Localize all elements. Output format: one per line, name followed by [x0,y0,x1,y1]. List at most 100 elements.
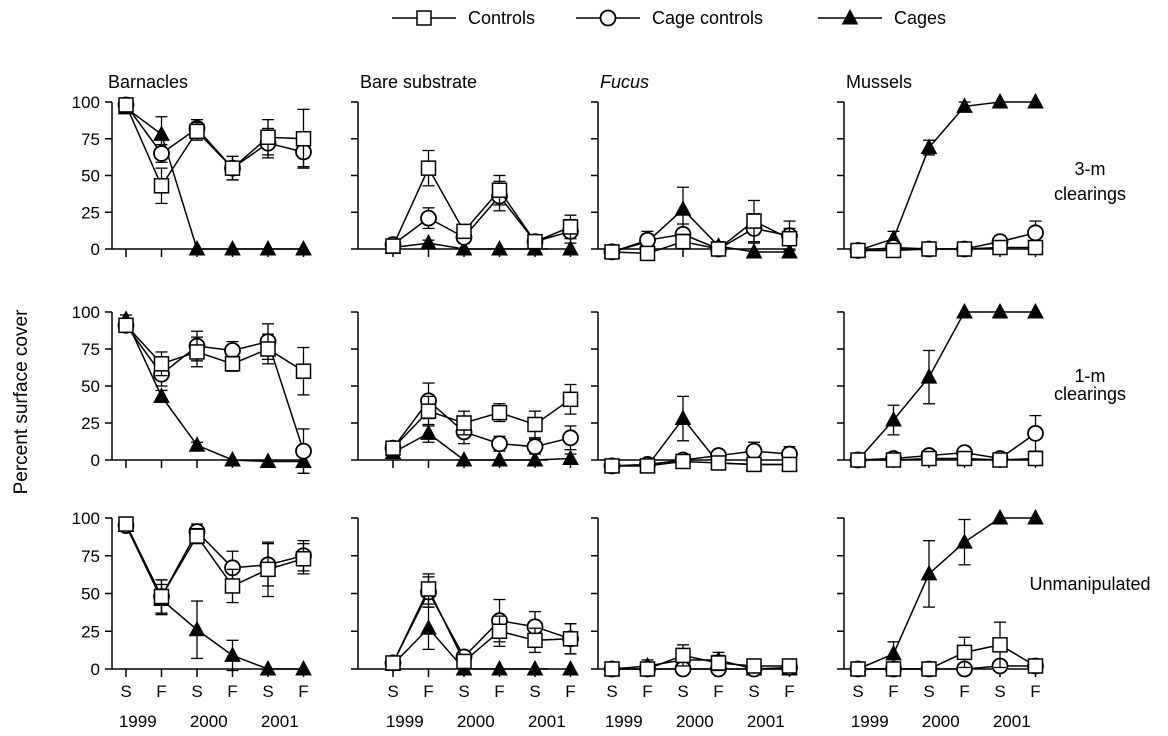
row-label-line: clearings [1054,184,1126,204]
data-point [1029,241,1043,255]
year-label: 1999 [605,712,643,731]
data-point [386,441,400,455]
data-point [190,437,205,451]
data-point [1028,426,1043,441]
data-point [492,661,507,675]
x-tick-label: F [888,682,898,701]
series-controls [851,622,1043,676]
data-point [1028,94,1043,108]
x-tick-label: F [642,682,652,701]
data-point [297,364,311,378]
data-point [563,451,578,465]
year-label: 2001 [747,712,785,731]
year-label: 2000 [190,712,228,731]
panel-1-m-clearings-barnacles: 0 25 50 75 100 [72,303,311,473]
data-point [261,661,276,675]
x-tick-label: S [748,682,759,701]
series-line [858,433,1036,460]
data-point [155,357,169,371]
series-controls [119,517,311,613]
x-tick-label: S [191,682,202,701]
row-label-1: 1-mclearings [1054,366,1126,404]
x-tick-label: F [1030,682,1040,701]
data-point [492,241,507,255]
series-line [126,524,304,596]
data-point [493,183,507,197]
data-point [457,452,472,466]
data-point [421,211,436,226]
data-point [528,417,542,431]
data-point [958,645,972,659]
y-tick-label: 25 [81,622,100,641]
column-title-barnacles: Barnacles [108,72,188,92]
series-cage-controls [386,383,579,456]
legend-item-cage-controls: Cage controls [576,8,763,28]
year-label: 2001 [993,712,1031,731]
panel-3-m-clearings-mussels [837,94,1043,258]
series-line [612,461,790,465]
series-line [393,168,571,246]
data-point [922,662,936,676]
column-title-fucus: Fucus [600,72,649,92]
data-point [676,648,690,662]
row-label-2: Unmanipulated [1029,574,1150,594]
y-tick-label: 75 [81,130,100,149]
data-point [676,235,690,249]
legend-label: Cage controls [652,8,763,28]
data-point [528,235,542,249]
y-tick-label: 75 [81,340,100,359]
x-tick-label: S [458,682,469,701]
data-point [563,430,578,445]
data-point [421,425,436,439]
x-tick-label: S [387,682,398,701]
data-point [605,245,619,259]
data-point [528,439,543,454]
data-point [492,452,507,466]
data-point [563,661,578,675]
series-controls [386,574,578,670]
y-tick-label: 25 [81,203,100,222]
series-cages [851,94,1044,256]
series-line [393,399,571,448]
data-point [119,318,133,332]
data-point [297,552,311,566]
x-tick-label: F [227,682,237,701]
data-point [492,436,507,451]
series-cages [851,510,1044,675]
year-label: 2001 [528,712,566,731]
data-point [783,457,797,471]
data-point [641,459,655,473]
series-line [612,419,790,466]
series-cage-controls [386,577,579,671]
data-point [712,456,726,470]
data-point [958,242,972,256]
data-point [712,656,726,670]
data-point [119,98,133,112]
data-point [747,659,761,673]
y-tick-label: 75 [81,547,100,566]
x-tick-label: S [120,682,131,701]
series-line [858,102,1036,250]
data-point [640,233,655,248]
series-cage-controls [119,97,312,179]
x-tick-label: F [423,682,433,701]
x-tick-label: F [156,682,166,701]
x-tick-label: F [959,682,969,701]
data-point [993,304,1008,318]
data-point [993,94,1008,108]
series-cage-controls [605,442,798,473]
series-line [126,325,304,451]
data-point [190,622,205,636]
data-point [296,444,311,459]
series-cages [605,652,798,675]
data-point [154,126,169,140]
series-cages [119,100,312,255]
data-point [528,633,542,647]
y-tick-label: 0 [91,660,100,679]
legend-marker-cage-controls [601,11,616,26]
data-point [261,562,275,576]
data-point [993,510,1008,524]
data-point [957,304,972,318]
panel-unmanipulated-fucus: S F S F S F 1999 2000 2001 [591,518,797,731]
x-tick-label: F [713,682,723,701]
